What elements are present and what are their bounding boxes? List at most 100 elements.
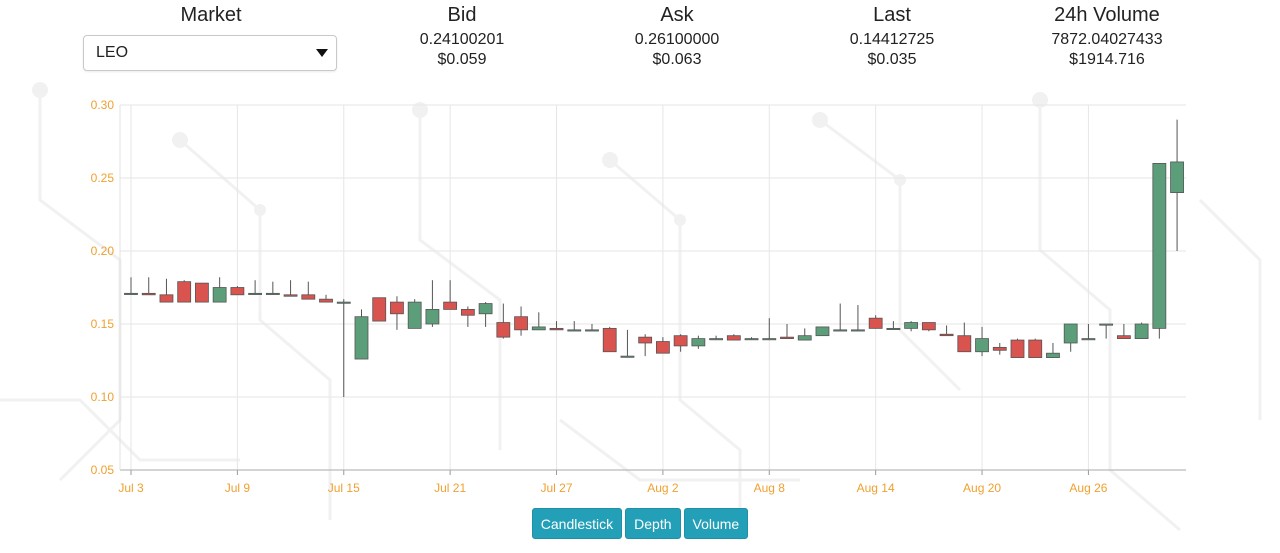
chart-type-buttons: Candlestick Depth Volume [0,508,1280,539]
x-tick-label: Jul 9 [225,481,251,495]
candle-body [638,336,653,344]
candle-body [585,329,599,332]
candle-body [1046,352,1060,358]
bid-value: 0.24100201 [419,31,505,48]
market-select-value: LEO [96,44,129,61]
candle-body [709,338,723,341]
x-tick-label: Jul 3 [118,481,144,495]
caret-down-icon [316,49,328,57]
candle-body [921,322,936,331]
ask-usd: $0.063 [652,51,702,68]
candle-body [425,308,440,325]
candle-body [212,287,227,303]
x-tick-label: Jul 15 [328,481,360,495]
candle-body [1152,163,1167,329]
candle-body [673,335,688,347]
candle-body [762,338,777,341]
candle-body [549,327,564,331]
x-tick-label: Aug 2 [647,481,679,495]
candle-body [177,281,192,303]
candlestick-button[interactable]: Candlestick [531,508,623,539]
market-title: Market [180,4,242,26]
x-tick-label: Jul 21 [434,481,466,495]
bid-column: Bid 0.24100201 $0.059 [382,4,542,70]
candle-body [1028,339,1043,358]
candlestick-chart: 0.05 0.10 0.15 0.20 0.25 0.30 Jul 3 Jul 9 Jul 15… [91,98,1186,495]
candle-body [851,329,865,332]
bid-title: Bid [447,4,477,26]
candle-body [1010,339,1025,358]
volume-usd: $1914.716 [1069,51,1145,68]
candle-body [443,301,458,310]
market-summary-header: Market LEO Bid 0.24100201 $0.059 Ask 0.2… [0,0,1280,95]
candle-body [1081,338,1096,341]
candle-body [531,326,546,331]
candle-body [567,329,582,332]
candle-body [248,292,263,295]
x-tick-label: Aug 14 [857,481,895,495]
candle-body [868,317,883,329]
volume-value: 7872.04027433 [1051,31,1163,48]
last-title: Last [873,4,911,26]
candle-body [975,338,989,353]
volume-title: 24h Volume [1054,4,1160,26]
volume-button[interactable]: Volume [683,508,749,539]
candle-body [283,294,298,297]
ask-title: Ask [660,4,694,26]
candle-body [265,292,280,295]
candle-body [939,333,954,337]
candle-body [319,298,333,303]
last-value: 0.14412725 [849,31,935,48]
ask-value: 0.26100000 [634,31,720,48]
y-tick-label: 0.15 [91,317,115,331]
candle-body [514,316,528,331]
x-tick-label: Aug 20 [963,481,1001,495]
candle-body [1170,161,1184,194]
candle-body [656,341,670,354]
candle-body [886,327,901,330]
candle-body [354,316,369,360]
candle-body [496,322,511,338]
candle-body [460,308,475,316]
y-tick-label: 0.30 [91,98,115,112]
candle-body [372,297,387,322]
candle-body [141,292,156,296]
candle-body [124,292,138,295]
x-tick-label: Aug 8 [754,481,786,495]
candle-body [1134,323,1149,339]
candle-body [602,327,617,353]
candle-body [620,355,635,358]
candle-body [992,346,1007,351]
candle-body [691,338,706,347]
candle-body [780,336,794,339]
candle-body [390,301,404,315]
ask-column: Ask 0.26100000 $0.063 [597,4,757,70]
candle-body [957,335,972,353]
candle-body [159,294,174,303]
candle-body [726,335,741,341]
candle-body [407,301,422,329]
x-tick-label: Aug 26 [1069,481,1107,495]
y-tick-label: 0.10 [91,390,115,404]
candle-body [815,326,830,337]
candle-body [904,322,919,329]
x-tick-label: Jul 27 [541,481,573,495]
candle-body [833,329,848,332]
candle-body [1116,335,1131,339]
candle-body [478,303,493,315]
market-column: Market [151,4,271,26]
y-tick-label: 0.25 [91,171,115,185]
y-tick-label: 0.20 [91,244,115,258]
candle-body [230,287,245,296]
last-column: Last 0.14412725 $0.035 [812,4,972,70]
candle-body [744,338,759,341]
candle-body [1099,323,1114,326]
candle-body [195,282,209,303]
volume-column: 24h Volume 7872.04027433 $1914.716 [1017,4,1197,70]
bid-usd: $0.059 [437,51,487,68]
depth-button[interactable]: Depth [625,508,681,539]
candle-body [336,301,351,304]
market-select[interactable]: LEO [83,35,337,71]
last-usd: $0.035 [867,51,917,68]
y-tick-label: 0.05 [91,463,115,477]
